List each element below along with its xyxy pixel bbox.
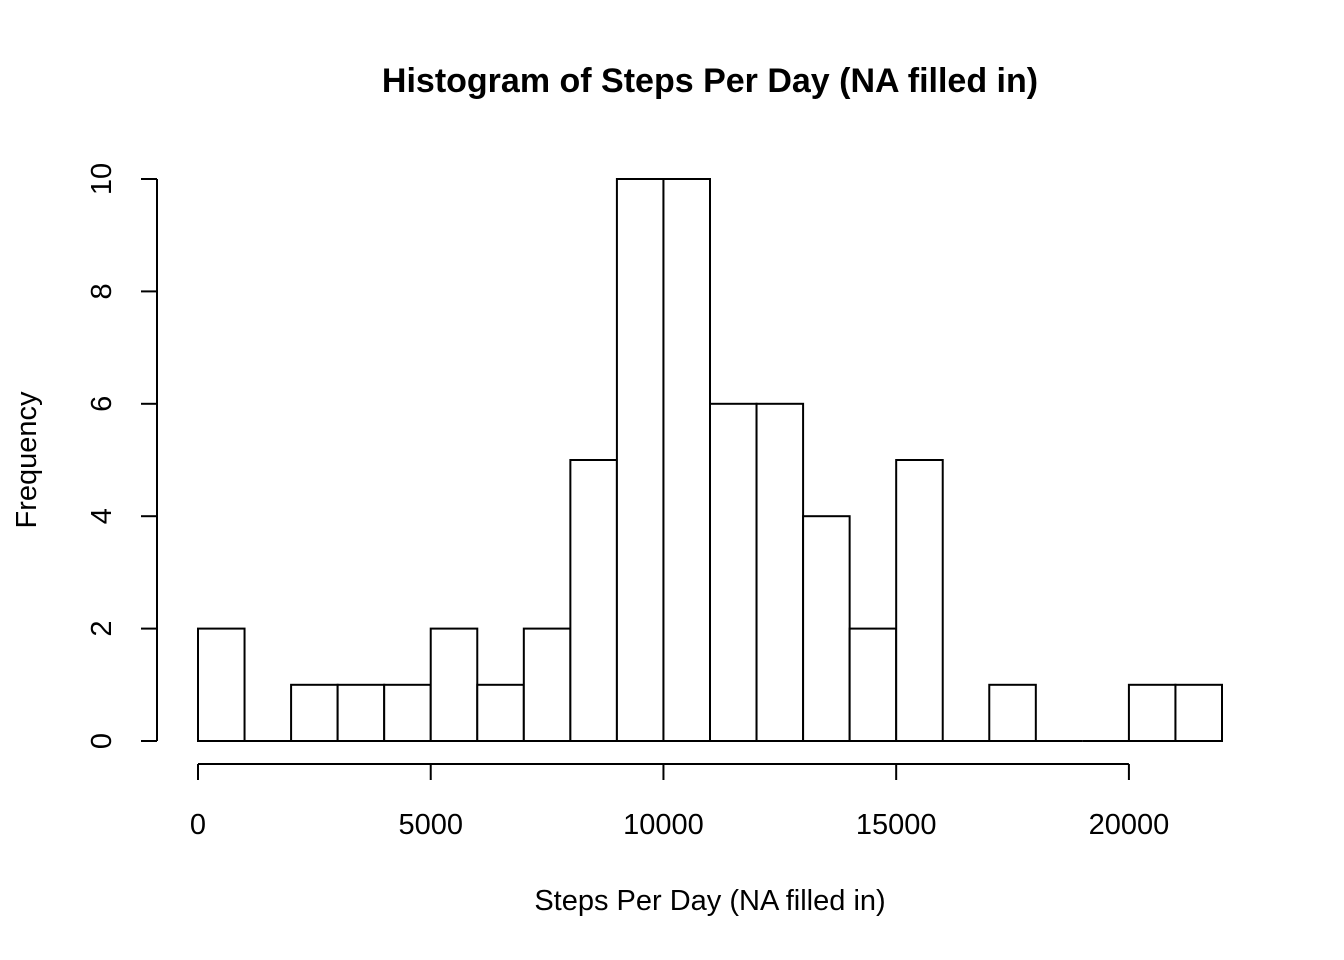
y-tick-label-4: 8 [86,283,118,299]
x-tick-label-1: 5000 [398,809,463,841]
y-axis: 0 2 4 6 8 10 [86,163,158,749]
histogram-bar-6 [476,683,525,742]
histogram-bar-11 [709,402,758,742]
y-tick-label-2: 4 [86,508,118,524]
histogram-bar-12 [755,402,805,742]
y-tick-label-0: 0 [86,733,118,749]
x-axis-label: Steps Per Day (NA filled in) [534,885,885,917]
histogram-bar-14 [848,627,898,742]
x-tick-label-3: 15000 [856,809,937,841]
histogram-bar-9 [615,178,665,742]
y-tick-label-5: 10 [86,163,118,195]
histogram-bar-0 [197,627,246,742]
histogram-bar-2 [290,683,339,742]
y-tick-label-1: 2 [86,621,118,637]
chart-title: Histogram of Steps Per Day (NA filled in… [382,62,1038,100]
histogram-bar-20 [1127,683,1177,742]
histogram-bar-10 [662,178,711,742]
histogram-bar-3 [336,683,386,742]
y-axis-label: Frequency [11,391,43,529]
x-tick-label-2: 10000 [623,809,704,841]
x-axis: 0 5000 10000 15000 20000 [190,763,1170,841]
histogram-bar-8 [569,459,618,742]
histogram-bar-21 [1174,683,1224,742]
histogram-bar-4 [383,683,432,742]
x-tick-label-0: 0 [190,809,206,841]
histogram-bar-13 [802,515,851,743]
histogram-bar-15 [895,459,944,742]
histogram-bar-7 [522,627,572,742]
histogram-bar-5 [429,627,479,742]
x-tick-label-4: 20000 [1089,809,1170,841]
histogram-bar-17 [988,683,1037,742]
y-tick-label-3: 6 [86,396,118,412]
bars-group [197,178,1224,743]
